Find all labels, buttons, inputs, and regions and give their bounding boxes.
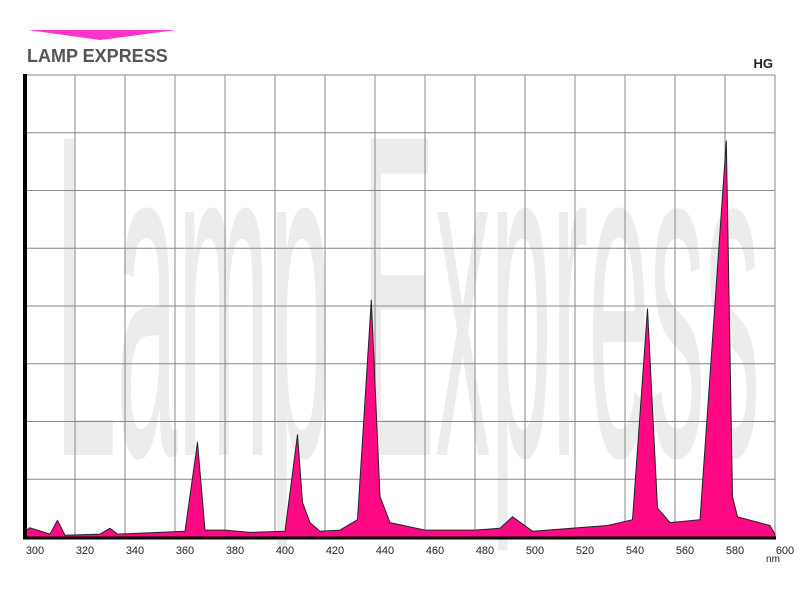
x-unit: nm <box>766 554 780 565</box>
logo-mark <box>28 30 176 40</box>
x-tick-label: 400 <box>276 545 294 557</box>
x-tick-label: 600 <box>776 545 794 557</box>
x-tick-label: 320 <box>76 545 94 557</box>
x-tick-label: 500 <box>526 545 544 557</box>
x-tick-label: 540 <box>626 545 644 557</box>
x-tick-label: 460 <box>426 545 444 557</box>
x-tick-label: 300 <box>26 545 44 557</box>
x-tick-label: 520 <box>576 545 594 557</box>
x-tick-label: 480 <box>476 545 494 557</box>
x-tick-label: 360 <box>176 545 194 557</box>
series-label: HG <box>754 56 774 71</box>
plot <box>24 140 776 538</box>
spectrum-area <box>24 140 776 538</box>
x-tick-label: 340 <box>126 545 144 557</box>
x-tick-label: 440 <box>376 545 394 557</box>
x-tick-label: 580 <box>726 545 744 557</box>
x-tick-label: 560 <box>676 545 694 557</box>
x-tick-label: 420 <box>326 545 344 557</box>
chart-title: LAMP EXPRESS <box>27 46 168 66</box>
x-tick-label: 380 <box>226 545 244 557</box>
